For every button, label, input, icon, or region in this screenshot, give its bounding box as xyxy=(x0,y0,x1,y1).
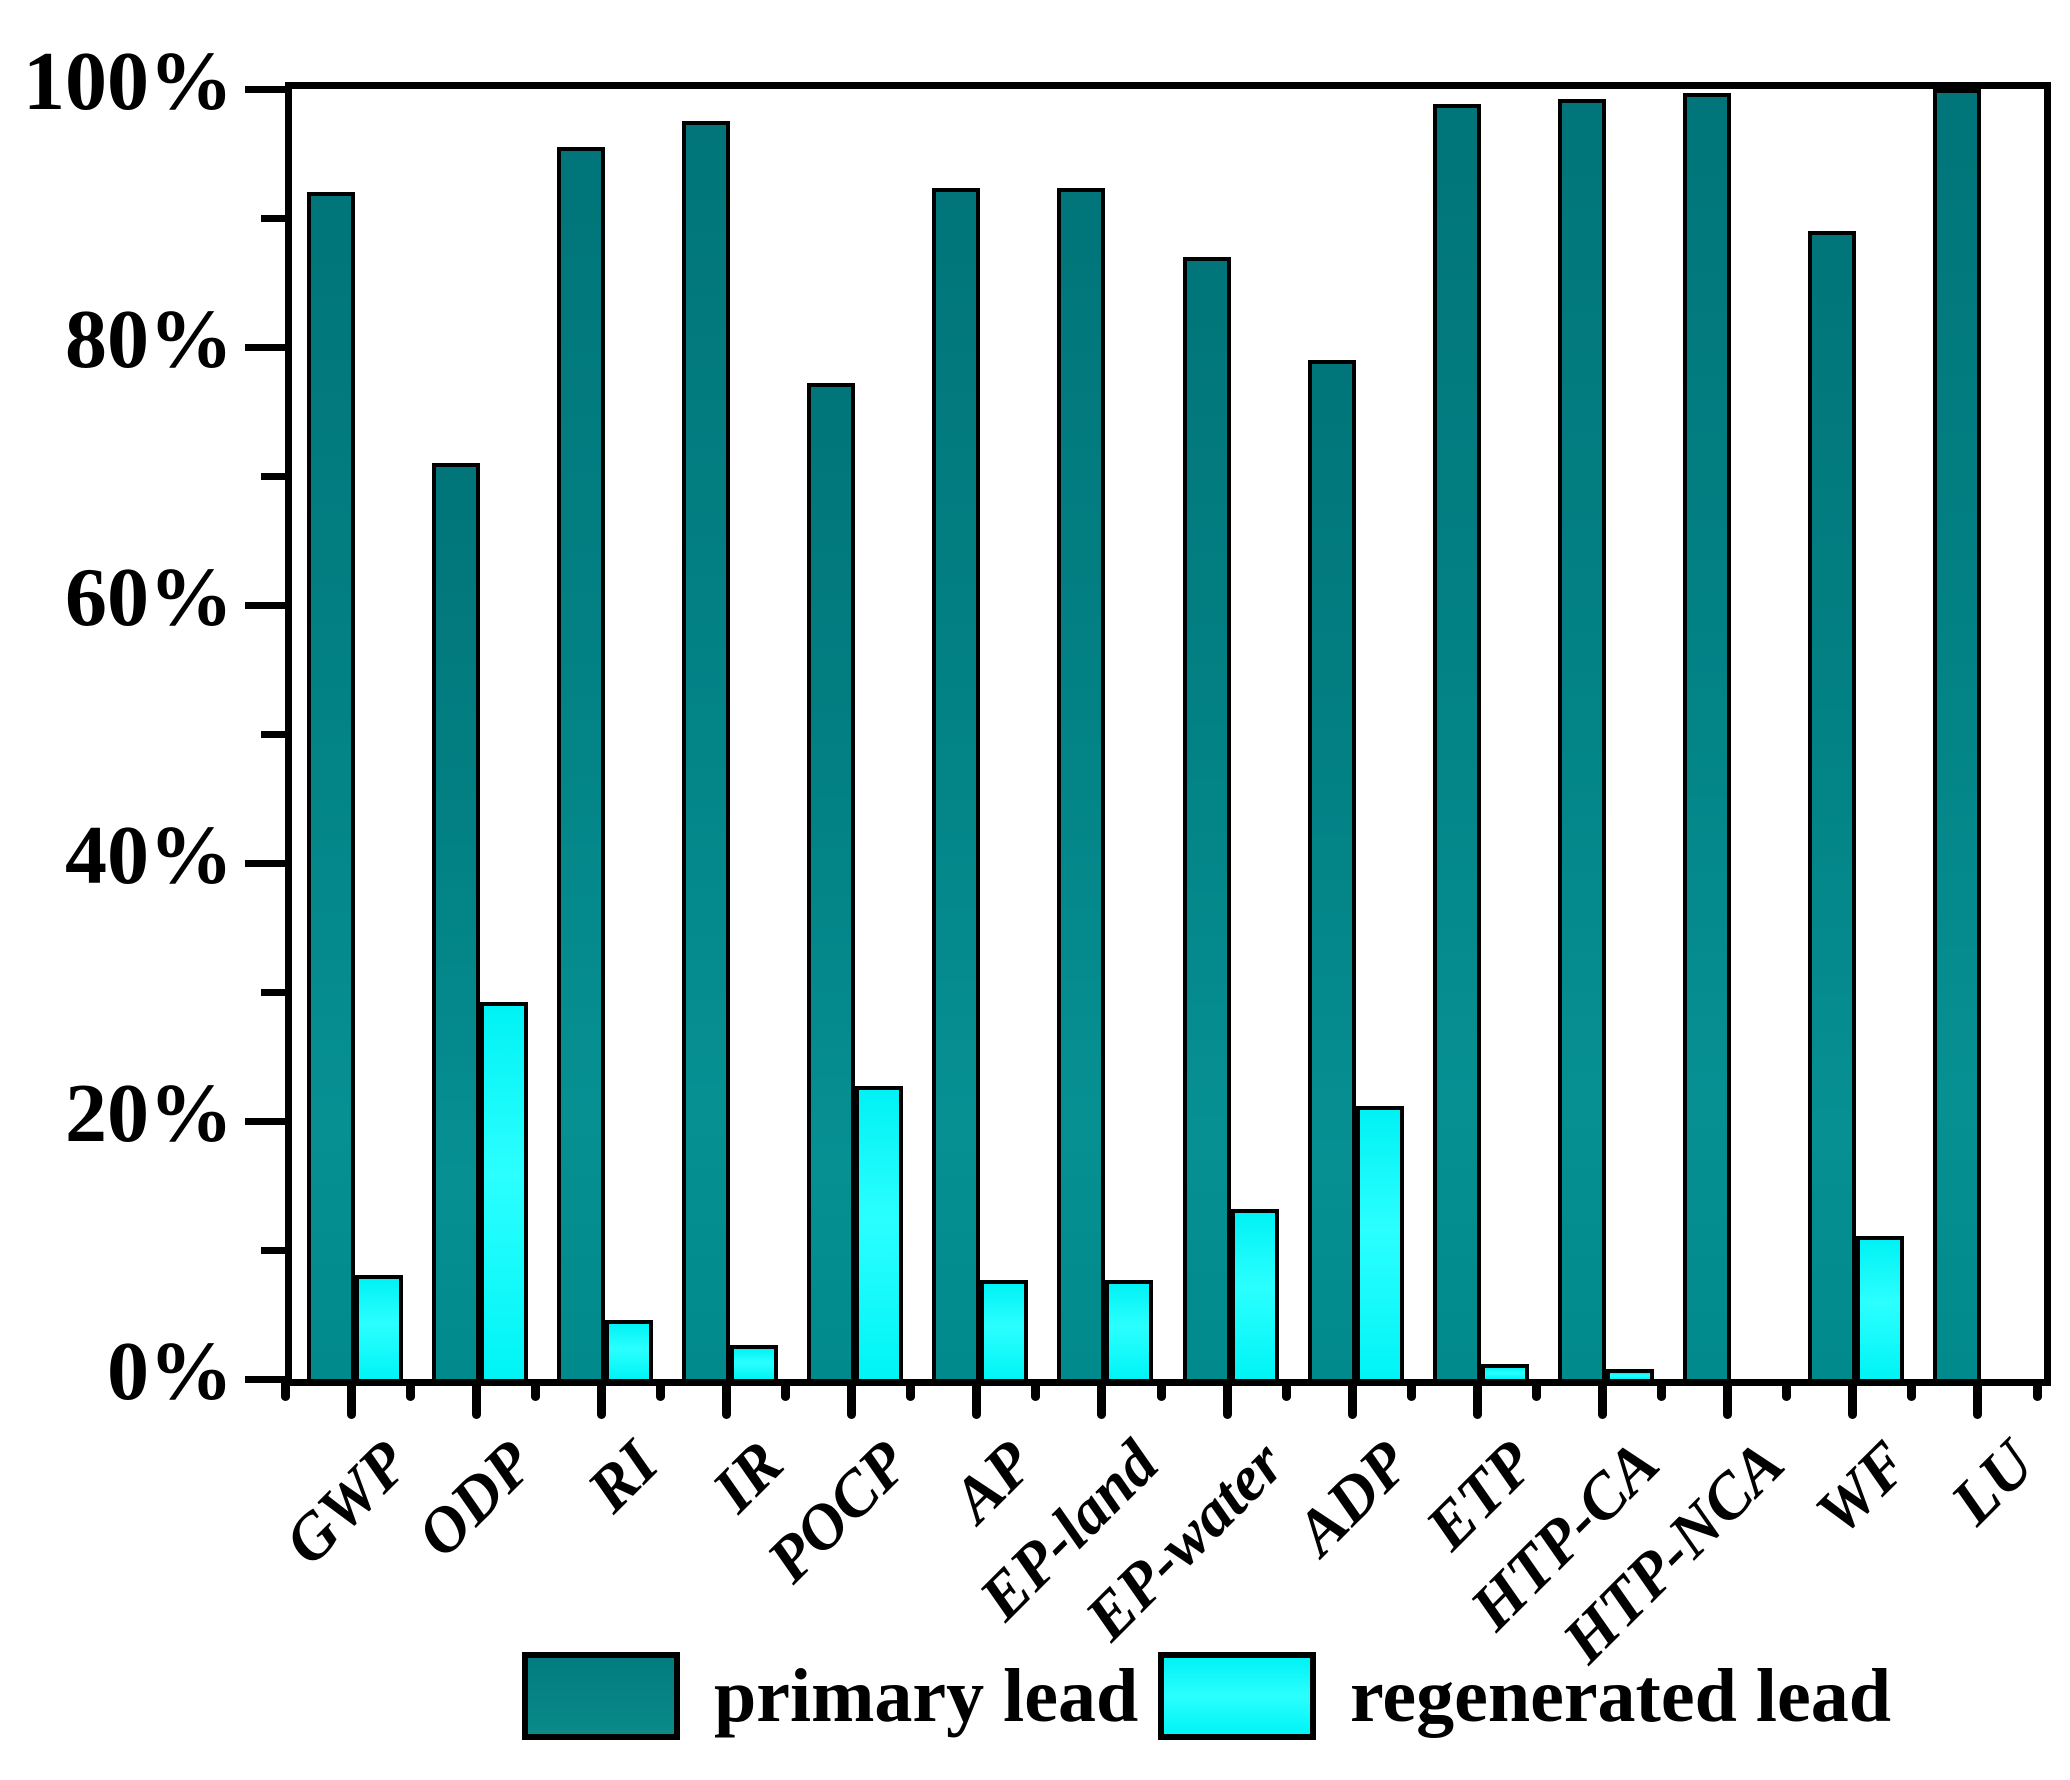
x-axis-boundary-tick-8 xyxy=(1281,1379,1291,1401)
y-axis-minor-tick-10 xyxy=(261,1246,285,1254)
x-axis-boundary-tick-0 xyxy=(280,1379,290,1401)
x-axis-boundary-tick-10 xyxy=(1531,1379,1541,1401)
y-axis-label-20: 20% xyxy=(65,1067,233,1160)
x-axis-boundary-tick-9 xyxy=(1406,1379,1416,1401)
legend: primary lead regenerated lead xyxy=(0,1652,2070,1762)
y-axis-label-0: 0% xyxy=(107,1325,233,1418)
bar-regenerated-WF xyxy=(1856,1235,1905,1379)
y-axis-minor-tick-50 xyxy=(261,730,285,738)
x-axis-center-tick-EP-water xyxy=(1222,1379,1232,1419)
y-axis-major-tick-40 xyxy=(245,859,285,867)
y-axis-label-60: 60% xyxy=(65,551,233,644)
bar-primary-EP-land xyxy=(1057,188,1106,1379)
y-axis-major-tick-80 xyxy=(245,343,285,351)
x-axis-center-tick-HTP-NCA xyxy=(1723,1379,1733,1419)
bar-regenerated-ETP xyxy=(1480,1363,1529,1379)
bar-primary-ODP xyxy=(431,463,480,1379)
bar-regenerated-EP-land xyxy=(1105,1279,1154,1379)
bar-primary-ETP xyxy=(1432,104,1481,1379)
x-axis-boundary-tick-14 xyxy=(2032,1379,2042,1401)
x-axis-center-tick-RI xyxy=(596,1379,606,1419)
legend-item-regenerated-lead: regenerated lead xyxy=(1158,1652,1891,1740)
x-axis-boundary-tick-3 xyxy=(655,1379,665,1401)
x-axis-center-tick-WF xyxy=(1848,1379,1858,1419)
legend-label-regenerated-lead: regenerated lead xyxy=(1350,1654,1891,1738)
y-axis-label-100: 100% xyxy=(23,35,233,128)
x-axis-center-tick-EP-land xyxy=(1097,1379,1107,1419)
x-axis-boundary-tick-6 xyxy=(1031,1379,1041,1401)
bar-primary-ADP xyxy=(1307,359,1356,1379)
plot-area xyxy=(245,82,2051,1386)
x-axis-boundary-tick-1 xyxy=(405,1379,415,1401)
bar-regenerated-EP-water xyxy=(1230,1208,1279,1379)
legend-item-primary-lead: primary lead xyxy=(522,1652,1138,1740)
x-axis-center-tick-IR xyxy=(722,1379,731,1419)
y-axis-major-tick-60 xyxy=(245,601,285,609)
y-axis-label-40: 40% xyxy=(65,809,233,902)
y-axis-major-tick-0 xyxy=(245,1375,285,1383)
legend-swatch-regenerated-lead xyxy=(1158,1652,1316,1740)
x-axis-center-tick-ETP xyxy=(1472,1379,1482,1419)
bar-primary-EP-water xyxy=(1182,256,1231,1379)
bar-primary-HTP-CA xyxy=(1558,99,1606,1379)
bar-regenerated-HTP-CA xyxy=(1606,1368,1654,1379)
x-axis-boundary-tick-5 xyxy=(906,1379,916,1401)
y-axis-minor-tick-30 xyxy=(261,988,285,996)
x-axis-center-tick-POCP xyxy=(847,1379,857,1419)
x-axis-boundary-tick-12 xyxy=(1782,1379,1792,1401)
bar-regenerated-IR xyxy=(730,1345,778,1379)
bar-regenerated-GWP xyxy=(354,1274,403,1379)
bar-regenerated-ODP xyxy=(479,1002,528,1379)
x-axis-center-tick-ADP xyxy=(1347,1379,1357,1419)
x-axis-boundary-tick-4 xyxy=(781,1379,791,1401)
y-axis-minor-tick-70 xyxy=(261,472,285,480)
bar-primary-WF xyxy=(1808,230,1857,1379)
x-axis-boundary-tick-13 xyxy=(1907,1379,1917,1401)
legend-swatch-primary-lead xyxy=(522,1652,680,1740)
x-axis-center-tick-AP xyxy=(972,1379,982,1419)
x-axis-boundary-tick-11 xyxy=(1657,1379,1667,1401)
bar-regenerated-ADP xyxy=(1355,1105,1404,1379)
y-axis-label-80: 80% xyxy=(65,293,233,386)
bar-primary-POCP xyxy=(807,383,856,1379)
x-axis-boundary-tick-2 xyxy=(530,1379,540,1401)
y-axis-major-tick-100 xyxy=(245,85,285,93)
x-axis-center-tick-GWP xyxy=(346,1379,356,1419)
legend-label-primary-lead: primary lead xyxy=(714,1654,1139,1738)
bar-regenerated-POCP xyxy=(855,1086,904,1379)
x-axis-center-tick-ODP xyxy=(471,1379,481,1419)
bar-primary-GWP xyxy=(306,192,355,1379)
x-axis-center-tick-HTP-CA xyxy=(1598,1379,1607,1419)
bar-primary-IR xyxy=(682,121,730,1379)
bar-primary-RI xyxy=(556,147,605,1379)
y-axis-major-tick-20 xyxy=(245,1117,285,1125)
x-axis-boundary-tick-7 xyxy=(1156,1379,1166,1401)
bar-primary-LU xyxy=(1933,89,1982,1379)
bar-regenerated-AP xyxy=(980,1279,1029,1379)
y-axis-minor-tick-90 xyxy=(261,214,285,222)
bar-primary-HTP-NCA xyxy=(1683,92,1732,1379)
bar-primary-AP xyxy=(932,188,981,1379)
bar-regenerated-RI xyxy=(604,1319,653,1379)
x-axis-center-tick-LU xyxy=(1973,1379,1983,1419)
